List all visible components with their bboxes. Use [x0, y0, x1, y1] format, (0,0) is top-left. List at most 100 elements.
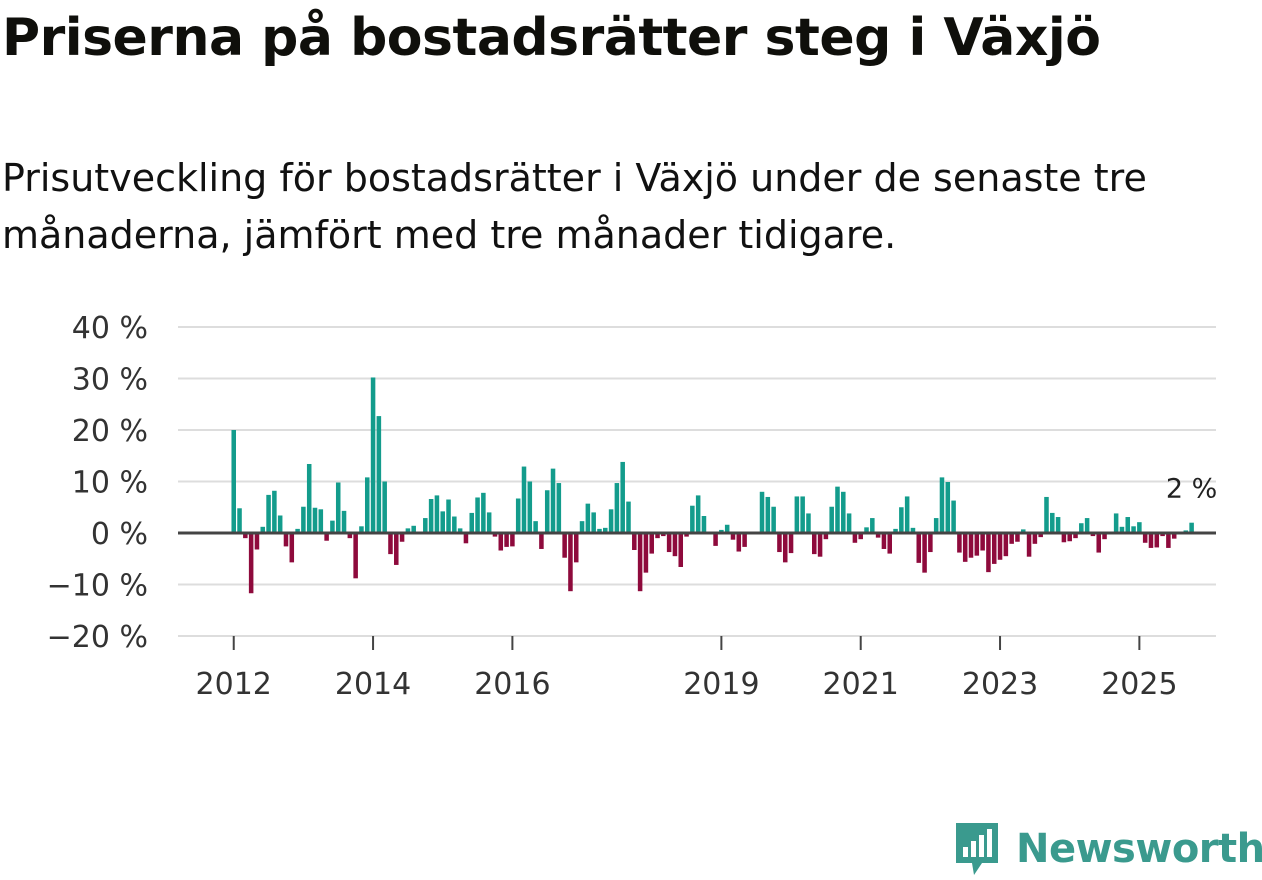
bar	[724, 524, 730, 533]
bar	[248, 533, 254, 594]
gridlines	[178, 326, 1216, 637]
bar	[632, 533, 637, 550]
y-tick-label: 40 %	[72, 311, 148, 346]
x-tick-label: 2019	[683, 667, 759, 702]
bar	[933, 518, 939, 533]
last-value-label: 2 %	[1166, 474, 1217, 505]
bar	[800, 496, 805, 533]
bar	[1026, 533, 1032, 557]
bar	[1009, 533, 1014, 544]
bar	[945, 482, 951, 533]
bar	[544, 490, 550, 533]
bar	[1154, 533, 1160, 548]
bar	[957, 533, 962, 553]
bar	[1096, 533, 1101, 553]
bar	[388, 533, 393, 555]
bar	[376, 416, 382, 533]
bar	[759, 491, 765, 533]
bar	[283, 533, 289, 547]
bar	[434, 495, 440, 533]
bar	[1102, 533, 1107, 540]
bar	[272, 490, 277, 533]
bar	[661, 533, 666, 537]
bar	[1084, 518, 1090, 533]
bar	[603, 527, 608, 533]
bar	[991, 533, 997, 564]
bar	[835, 486, 840, 533]
bar	[899, 507, 904, 533]
bar	[1055, 517, 1061, 533]
bar	[701, 516, 707, 533]
bar	[370, 377, 376, 533]
bar	[515, 498, 521, 533]
bar	[382, 481, 387, 533]
bar	[672, 533, 678, 557]
bar	[585, 503, 591, 533]
bar	[794, 496, 800, 533]
bar	[231, 430, 236, 533]
bar	[347, 533, 353, 539]
bar	[399, 533, 405, 542]
bar	[1079, 523, 1084, 533]
bar	[573, 533, 579, 563]
bar	[788, 533, 794, 554]
bar	[684, 533, 689, 537]
bar	[777, 533, 782, 553]
x-tick-label: 2014	[335, 667, 411, 702]
y-tick-label: 20 %	[72, 414, 148, 449]
bar	[463, 533, 469, 544]
bar	[823, 533, 829, 540]
bar	[1142, 533, 1148, 543]
bar	[846, 513, 852, 533]
bar	[1119, 526, 1125, 533]
y-tick-label: 30 %	[72, 363, 148, 398]
bar	[1021, 529, 1026, 533]
chart-title: Priserna på bostadsrätter steg i Växjö	[2, 8, 1101, 68]
bar	[301, 506, 306, 533]
bar	[295, 528, 300, 533]
bar	[997, 533, 1003, 560]
bar	[1160, 533, 1165, 537]
bar	[1050, 512, 1055, 533]
bar	[579, 521, 585, 533]
bar	[812, 533, 817, 555]
bar	[817, 533, 823, 557]
bar	[457, 528, 463, 533]
bar	[858, 533, 863, 540]
bar	[649, 533, 654, 554]
bar	[719, 529, 724, 533]
bar	[974, 533, 980, 556]
bar	[1044, 496, 1049, 533]
bar	[289, 533, 295, 563]
bar	[852, 533, 858, 543]
bar	[498, 533, 504, 551]
bar	[968, 533, 974, 558]
newsworthy-chart-bubble-icon	[956, 823, 998, 875]
bar	[730, 533, 736, 540]
bar	[980, 533, 985, 551]
bar	[469, 512, 475, 533]
bar	[742, 533, 747, 547]
bar	[1003, 533, 1009, 557]
bar	[527, 481, 533, 533]
bar	[243, 533, 248, 539]
x-tick-label: 2016	[474, 667, 550, 702]
bar	[405, 528, 411, 533]
bar	[306, 463, 312, 533]
bar	[637, 533, 643, 592]
bar	[481, 492, 486, 533]
bar	[330, 520, 335, 533]
bar	[568, 533, 573, 592]
bar	[910, 527, 916, 533]
bar	[1032, 533, 1038, 544]
bar	[1189, 522, 1194, 533]
y-axis-labels: −20 % −10 % 0 % 10 % 20 % 30 % 40 %	[47, 311, 148, 655]
bar	[904, 496, 910, 533]
bar	[678, 533, 684, 567]
bar	[440, 511, 445, 533]
bar	[1148, 533, 1154, 548]
bar	[550, 468, 556, 534]
bar	[1166, 533, 1171, 548]
bar	[510, 533, 515, 547]
bar	[475, 497, 480, 533]
